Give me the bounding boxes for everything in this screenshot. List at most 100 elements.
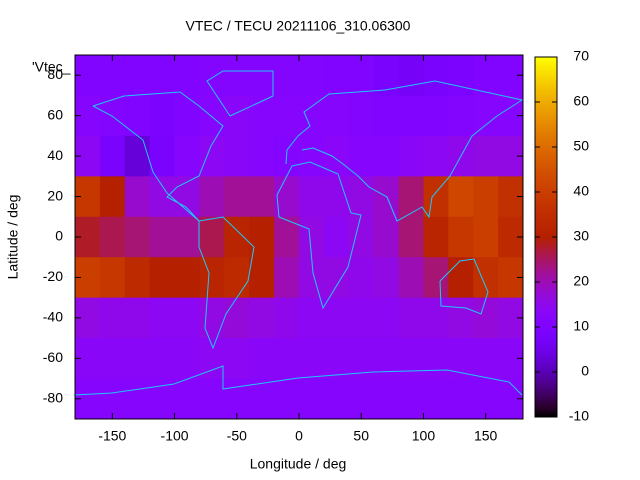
heat-cell <box>299 378 325 420</box>
heat-cell <box>348 297 375 339</box>
heat-cell <box>448 55 474 96</box>
heat-cell <box>448 216 474 258</box>
heat-cell <box>423 216 449 258</box>
heat-cell <box>323 95 350 137</box>
colorbar-tick-label: -10 <box>569 408 589 424</box>
heat-cell <box>398 257 424 299</box>
heat-cell <box>274 338 300 380</box>
heat-cell <box>249 378 275 420</box>
heat-cell <box>174 216 200 258</box>
x-tick-label: -100 <box>161 428 189 444</box>
heat-cell <box>448 297 474 339</box>
heat-cell <box>473 297 499 339</box>
heat-cell <box>124 135 151 177</box>
heat-cell <box>149 135 176 177</box>
x-tick-label: -50 <box>227 428 247 444</box>
coastlines <box>73 70 524 396</box>
heat-cell <box>174 378 200 420</box>
y-tick-label: 60 <box>47 106 63 122</box>
heat-cell <box>323 338 350 380</box>
heat-cell <box>99 297 126 339</box>
heat-cell <box>274 95 300 137</box>
heat-cell <box>149 297 176 339</box>
colorbar-tick-label: 0 <box>581 363 589 379</box>
heat-cell <box>348 378 375 420</box>
heat-cell <box>199 216 225 258</box>
coastline <box>198 216 255 350</box>
heat-cell <box>274 216 300 258</box>
heat-cell <box>373 257 400 299</box>
heat-cell <box>99 257 126 299</box>
colorbar-tick-label: 50 <box>573 138 589 154</box>
heat-cell <box>199 257 225 299</box>
heat-cell <box>224 216 250 258</box>
heat-cell <box>348 95 375 137</box>
heat-cell <box>323 378 350 420</box>
heat-cell <box>224 297 250 339</box>
heat-cell <box>373 95 400 137</box>
coastline <box>285 80 524 222</box>
heat-cell <box>448 176 474 218</box>
heat-cell <box>473 216 499 258</box>
heat-cell <box>224 55 250 96</box>
heat-cell <box>348 55 375 96</box>
heat-cell <box>199 176 225 218</box>
colorbar-tick-label: 10 <box>573 318 589 334</box>
coastline <box>92 91 224 222</box>
heat-cell <box>473 95 499 137</box>
heat-cell <box>398 176 424 218</box>
heat-cell <box>299 135 325 177</box>
heat-cell <box>398 338 424 380</box>
heat-cell <box>348 216 375 258</box>
coastline <box>73 365 523 396</box>
heat-cell <box>423 297 449 339</box>
y-tick-label: -20 <box>43 268 63 284</box>
coastline <box>206 70 274 117</box>
heat-cell <box>224 135 250 177</box>
heat-cell <box>323 297 350 339</box>
heat-cell <box>473 378 499 420</box>
heat-cell <box>174 257 200 299</box>
heat-cell <box>224 257 250 299</box>
legend-label: 'Vtec_ <box>32 59 71 75</box>
heat-cell <box>199 378 225 420</box>
heat-cell <box>299 216 325 258</box>
heat-cell <box>199 135 225 177</box>
heat-cell <box>473 55 499 96</box>
heat-cell <box>99 216 126 258</box>
heat-cell <box>249 55 275 96</box>
y-axis-label: Latitude / deg <box>5 195 21 280</box>
heat-cell <box>423 55 449 96</box>
heat-cell <box>448 257 474 299</box>
heat-cell <box>249 338 275 380</box>
heat-cell <box>299 95 325 137</box>
heat-cell <box>348 176 375 218</box>
heat-cell <box>174 135 200 177</box>
heat-cell <box>398 297 424 339</box>
heat-cell <box>124 55 151 96</box>
y-tick-label: 40 <box>47 147 63 163</box>
heat-cell <box>323 216 350 258</box>
heat-cell <box>323 176 350 218</box>
heat-cell <box>323 257 350 299</box>
x-axis-label: Longitude / deg <box>250 456 347 472</box>
heat-cell <box>124 95 151 137</box>
heat-cell <box>423 135 449 177</box>
heat-cell <box>299 338 325 380</box>
colorbar-tick-label: 30 <box>573 228 589 244</box>
y-tick-label: -60 <box>43 349 63 365</box>
coastline <box>276 161 362 310</box>
heat-cell <box>473 257 499 299</box>
heat-cell <box>99 338 126 380</box>
heat-cell <box>174 297 200 339</box>
heat-cell <box>99 55 126 96</box>
heat-cell <box>249 95 275 137</box>
colorbar-tick-label: 20 <box>573 273 589 289</box>
heat-cell <box>448 378 474 420</box>
heat-cell <box>323 135 350 177</box>
heat-cell <box>199 297 225 339</box>
heat-cell <box>224 338 250 380</box>
heat-cell <box>274 297 300 339</box>
heat-cell <box>224 176 250 218</box>
